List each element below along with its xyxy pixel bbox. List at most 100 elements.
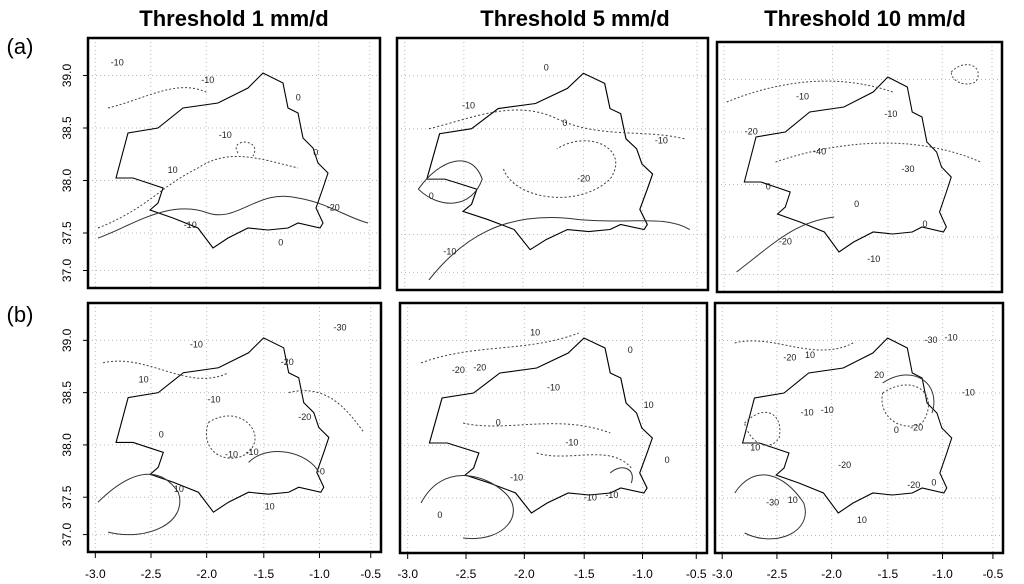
contour-label: -10	[219, 130, 232, 140]
contour-label: 10	[530, 327, 540, 337]
x-tick-label: -2.5	[456, 567, 477, 581]
contours	[726, 64, 981, 273]
contour-positive	[609, 467, 633, 484]
contour-label: 20	[874, 370, 884, 380]
x-tick-label: -0.5	[686, 567, 707, 581]
contour-label: -10	[584, 492, 597, 502]
panel-frame	[86, 301, 383, 554]
contour-label: 0	[496, 417, 501, 427]
x-tick-label: -1.5	[877, 567, 898, 581]
contour-label: -20	[910, 422, 923, 432]
map-panel: -10 -20 -10 0 -10 0 10 10 -10 0 0 -10 -20	[398, 301, 709, 555]
contour-negative	[536, 452, 632, 469]
contour-label: 0	[894, 425, 899, 435]
contour-negative	[288, 390, 365, 433]
contour-label: 0	[313, 147, 318, 157]
contour-negative	[428, 109, 685, 140]
contour-label: -20	[783, 352, 796, 362]
contour-label: 10	[857, 515, 867, 525]
contour-label: -10	[111, 57, 124, 67]
contour-label: 10	[805, 350, 815, 360]
x-tick-label: -1.0	[309, 567, 330, 581]
contour-positive	[97, 195, 369, 239]
contour-label: 10	[139, 375, 149, 385]
contour-label: -40	[813, 146, 826, 156]
region-outline	[115, 337, 330, 513]
y-tick-label: 38.0	[60, 433, 74, 457]
map-panel: -10 -10 -20 -10 0 -10 0 10 0	[86, 36, 382, 290]
contour-negative	[206, 415, 256, 459]
x-tick-label: -3.0	[712, 567, 733, 581]
contour-label: -10	[207, 394, 220, 404]
contour-negative	[102, 360, 229, 379]
contour-label: 10	[750, 442, 760, 452]
x-tick-label: -2.5	[767, 567, 788, 581]
contour-negative	[107, 87, 209, 109]
x-tick-label: -1.0	[932, 567, 953, 581]
contour-label: -20	[452, 365, 465, 375]
contour-label: -30	[901, 164, 914, 174]
contour-label: -10	[565, 437, 578, 447]
contour-negative	[744, 411, 781, 446]
contour-label: 10	[174, 484, 184, 494]
contour-negative	[420, 332, 579, 364]
contour-label: 0	[278, 237, 283, 247]
contour-negative	[726, 80, 893, 103]
contour-label: 0	[931, 477, 936, 487]
contour-label: -10	[867, 254, 880, 264]
y-tick-label: 38.5	[60, 381, 74, 405]
contours	[734, 340, 935, 540]
contour-label: -20	[327, 202, 340, 212]
contours	[420, 332, 633, 540]
contour-label: -20	[298, 412, 311, 422]
contour-label: 0	[923, 219, 928, 229]
panel-frame	[398, 301, 709, 555]
contour-label: -10	[801, 407, 814, 417]
x-tick-label: -3.0	[85, 567, 106, 581]
x-tick-label: -0.5	[360, 567, 381, 581]
contour-label: -30	[333, 322, 346, 332]
x-tick-label: -1.5	[574, 567, 595, 581]
contour-label: 0	[628, 345, 633, 355]
contour-label: -10	[510, 472, 523, 482]
panel-frame	[715, 40, 1004, 294]
y-tick-label: 37.0	[60, 258, 74, 282]
panel-frame	[86, 36, 382, 290]
region-outline	[743, 76, 952, 253]
map-panel: -40 0 -10 -30 -20 -10 0 -10 -20 0	[715, 40, 1004, 294]
panel-frame	[395, 36, 710, 292]
contour-label: -10	[462, 100, 475, 110]
y-tick-label: 37.5	[60, 485, 74, 509]
contour-label: 0	[665, 455, 670, 465]
x-tick-label: -2.0	[821, 567, 842, 581]
contour-negative	[462, 422, 611, 434]
contour-label: 10	[788, 495, 798, 505]
map-panel: -10 -30 -10 0 -10 -20 10 -20 0 10 10 -10	[86, 301, 383, 554]
contour-negative	[881, 384, 929, 427]
x-tick-label: -2.5	[141, 567, 162, 581]
y-tick-label: 39.0	[60, 328, 74, 352]
contour-label: -20	[779, 236, 792, 246]
contour-negative	[775, 142, 981, 163]
contour-positive	[428, 216, 691, 281]
contour-label: 0	[544, 63, 549, 73]
contour-label: 10	[265, 502, 275, 512]
contour-label: -20	[473, 362, 486, 372]
contour-label: -30	[766, 497, 779, 507]
column-title: Threshold 5 mm/d	[480, 6, 669, 31]
map-panel: -10 -20 -10 0 0 0 -10	[395, 36, 710, 292]
contour-label: -10	[443, 247, 456, 257]
x-tick-label: -3.0	[397, 567, 418, 581]
contour-label: 0	[437, 510, 442, 520]
contour-label: -10	[884, 109, 897, 119]
contour-label: -10	[655, 136, 668, 146]
contour-negative	[235, 141, 256, 157]
contour-label: -10	[190, 340, 203, 350]
contour-label: -30	[924, 335, 937, 345]
y-tick-label: 39.0	[60, 63, 74, 87]
contour-label: -10	[547, 382, 560, 392]
contour-label: -10	[962, 387, 975, 397]
contour-positive	[417, 160, 483, 204]
y-tick-label: 38.5	[60, 116, 74, 140]
